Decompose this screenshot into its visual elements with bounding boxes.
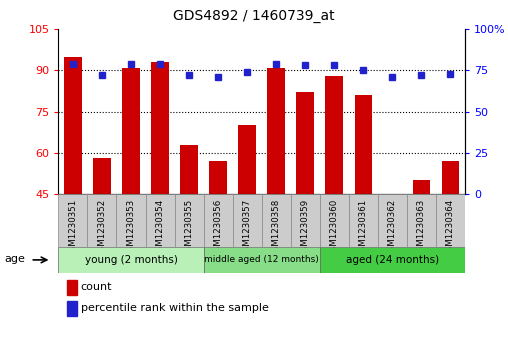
Bar <box>204 194 233 247</box>
Bar <box>291 194 320 247</box>
Text: GSM1230358: GSM1230358 <box>272 199 280 257</box>
Bar <box>238 125 256 194</box>
Text: GDS4892 / 1460739_at: GDS4892 / 1460739_at <box>173 9 335 23</box>
Bar <box>262 194 291 247</box>
Text: GSM1230362: GSM1230362 <box>388 199 397 257</box>
Text: age: age <box>5 254 25 264</box>
Text: GSM1230363: GSM1230363 <box>417 199 426 257</box>
Bar <box>378 194 407 247</box>
Bar <box>233 194 262 247</box>
Text: GSM1230360: GSM1230360 <box>330 199 339 257</box>
Bar <box>58 194 87 247</box>
Bar <box>58 247 204 273</box>
Bar <box>87 194 116 247</box>
Bar <box>204 247 320 273</box>
Bar <box>151 62 169 194</box>
Text: GSM1230355: GSM1230355 <box>184 199 194 257</box>
Bar <box>326 76 343 194</box>
Bar <box>175 194 204 247</box>
Bar <box>348 194 378 247</box>
Bar <box>145 194 175 247</box>
Text: GSM1230356: GSM1230356 <box>213 199 223 257</box>
Bar <box>93 158 111 194</box>
Bar <box>180 144 198 194</box>
Bar <box>209 161 227 194</box>
Text: GSM1230351: GSM1230351 <box>69 199 77 257</box>
Bar <box>122 68 140 194</box>
Text: GSM1230357: GSM1230357 <box>243 199 251 257</box>
Text: GSM1230353: GSM1230353 <box>126 199 136 257</box>
Text: GSM1230354: GSM1230354 <box>155 199 165 257</box>
Bar <box>67 301 77 316</box>
Bar <box>297 92 314 194</box>
Text: count: count <box>81 282 112 293</box>
Bar <box>320 194 348 247</box>
Text: GSM1230352: GSM1230352 <box>98 199 107 257</box>
Bar <box>116 194 145 247</box>
Text: aged (24 months): aged (24 months) <box>345 255 439 265</box>
Bar <box>67 280 77 295</box>
Bar <box>436 194 465 247</box>
Bar <box>412 180 430 194</box>
Text: GSM1230361: GSM1230361 <box>359 199 368 257</box>
Bar <box>355 95 372 194</box>
Text: young (2 months): young (2 months) <box>84 255 177 265</box>
Text: middle aged (12 months): middle aged (12 months) <box>204 256 319 264</box>
Text: percentile rank within the sample: percentile rank within the sample <box>81 303 269 313</box>
Text: GSM1230359: GSM1230359 <box>301 199 310 257</box>
Bar <box>441 161 459 194</box>
Bar <box>64 57 82 194</box>
Text: GSM1230364: GSM1230364 <box>446 199 455 257</box>
Bar <box>320 247 465 273</box>
Bar <box>267 68 285 194</box>
Bar <box>407 194 436 247</box>
